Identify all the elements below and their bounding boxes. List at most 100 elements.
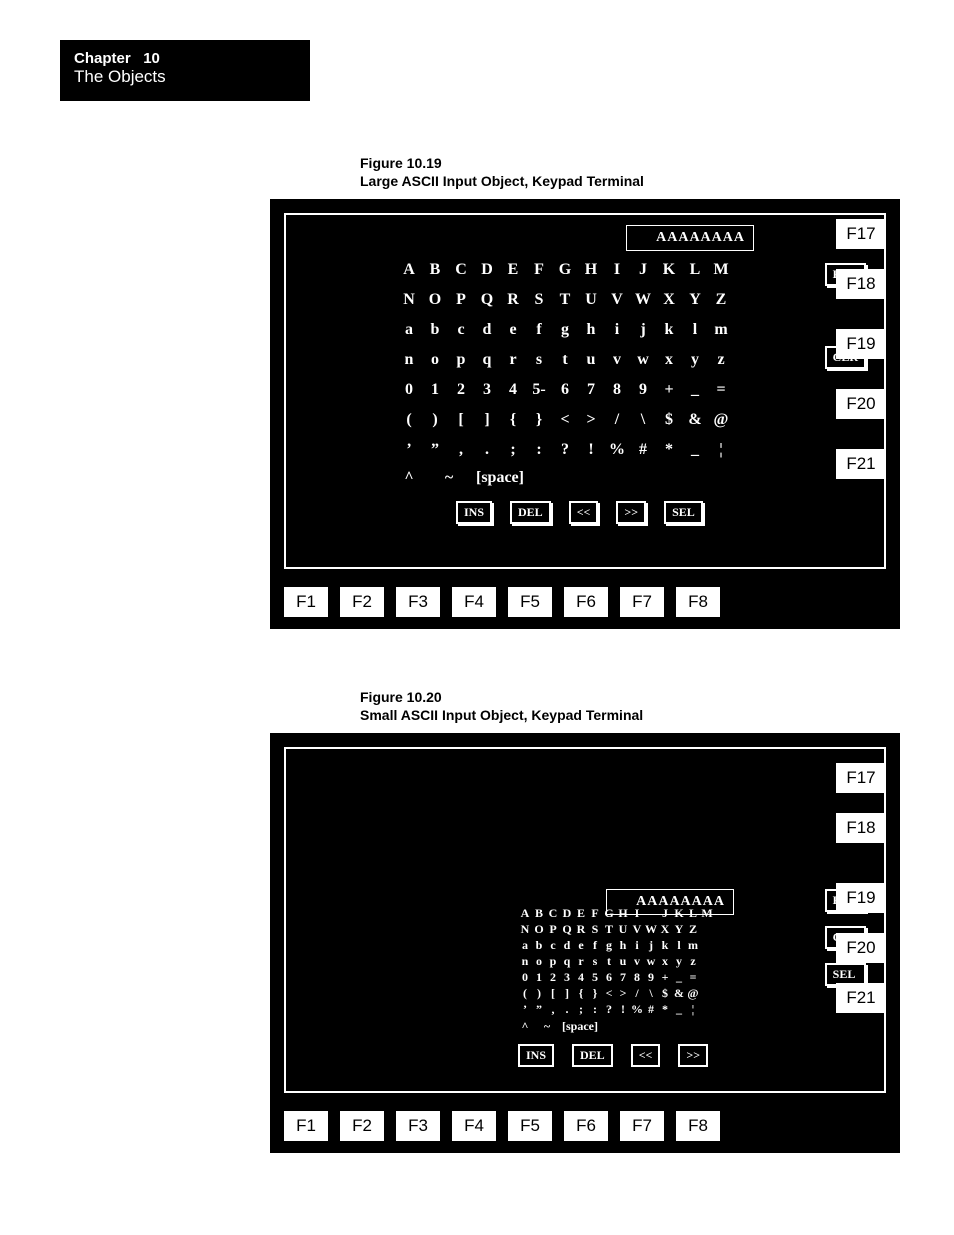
char-key[interactable]: 9: [630, 381, 656, 399]
char-key[interactable]: >: [616, 986, 630, 1001]
char-key[interactable]: e: [500, 321, 526, 339]
char-key[interactable]: J: [630, 261, 656, 279]
char-key[interactable]: /: [604, 411, 630, 429]
char-key[interactable]: :: [588, 1002, 602, 1017]
fkey-f5[interactable]: F5: [508, 1111, 552, 1141]
char-key[interactable]: !: [616, 1002, 630, 1017]
char-key[interactable]: \: [644, 986, 658, 1001]
char-key[interactable]: G: [602, 906, 616, 921]
char-key[interactable]: U: [616, 922, 630, 937]
char-key[interactable]: +: [656, 381, 682, 399]
char-key[interactable]: ”: [532, 1002, 546, 1017]
char-key[interactable]: N: [396, 291, 422, 309]
fkey-f21[interactable]: F21: [836, 983, 886, 1013]
char-key[interactable]: }: [526, 411, 552, 429]
char-key[interactable]: U: [578, 291, 604, 309]
char-key[interactable]: c: [448, 321, 474, 339]
char-key[interactable]: D: [474, 261, 500, 279]
char-key[interactable]: %: [604, 441, 630, 459]
char-key[interactable]: g: [552, 321, 578, 339]
char-key[interactable]: (: [518, 986, 532, 1001]
caret-key-small[interactable]: ^: [518, 1019, 532, 1034]
char-key[interactable]: b: [422, 321, 448, 339]
char-key[interactable]: {: [574, 986, 588, 1001]
char-key[interactable]: i: [604, 321, 630, 339]
char-key[interactable]: .: [474, 441, 500, 459]
char-key[interactable]: ;: [500, 441, 526, 459]
char-key[interactable]: y: [682, 351, 708, 369]
char-key[interactable]: O: [422, 291, 448, 309]
char-key[interactable]: k: [658, 938, 672, 953]
char-key[interactable]: I: [604, 261, 630, 279]
char-key[interactable]: +: [658, 970, 672, 985]
char-key[interactable]: V: [604, 291, 630, 309]
char-key[interactable]: y: [672, 954, 686, 969]
char-key[interactable]: e: [574, 938, 588, 953]
fkey-f7[interactable]: F7: [620, 1111, 664, 1141]
char-key[interactable]: 4: [500, 381, 526, 399]
char-key[interactable]: E: [574, 906, 588, 921]
fkey-f3[interactable]: F3: [396, 587, 440, 617]
fkey-f18[interactable]: F18: [836, 269, 886, 299]
space-key[interactable]: [space]: [476, 469, 524, 487]
char-key[interactable]: V: [630, 922, 644, 937]
char-key[interactable]: 8: [604, 381, 630, 399]
char-key[interactable]: v: [630, 954, 644, 969]
char-key[interactable]: #: [644, 1002, 658, 1017]
char-key[interactable]: o: [422, 351, 448, 369]
char-key[interactable]: 6: [602, 970, 616, 985]
char-key[interactable]: j: [630, 321, 656, 339]
char-key[interactable]: f: [588, 938, 602, 953]
char-key[interactable]: @: [708, 411, 734, 429]
char-key[interactable]: u: [616, 954, 630, 969]
char-key[interactable]: ”: [422, 441, 448, 459]
char-key[interactable]: _: [682, 441, 708, 459]
char-key[interactable]: <: [552, 411, 578, 429]
char-key[interactable]: ,: [546, 1002, 560, 1017]
char-key[interactable]: >: [578, 411, 604, 429]
char-key[interactable]: P: [448, 291, 474, 309]
char-key[interactable]: <: [602, 986, 616, 1001]
char-key[interactable]: [: [546, 986, 560, 1001]
char-key[interactable]: z: [708, 351, 734, 369]
fkey-f2[interactable]: F2: [340, 587, 384, 617]
char-key[interactable]: $: [656, 411, 682, 429]
char-key[interactable]: &: [672, 986, 686, 1001]
char-key[interactable]: ¦: [686, 1002, 700, 1017]
char-key[interactable]: F: [588, 906, 602, 921]
char-key[interactable]: l: [672, 938, 686, 953]
char-key[interactable]: f: [526, 321, 552, 339]
fkey-f7[interactable]: F7: [620, 587, 664, 617]
fkey-f17[interactable]: F17: [836, 219, 886, 249]
next-button-small[interactable]: >>: [678, 1044, 708, 1067]
char-key[interactable]: #: [630, 441, 656, 459]
char-key[interactable]: 0: [396, 381, 422, 399]
char-key[interactable]: m: [708, 321, 734, 339]
char-key[interactable]: (: [396, 411, 422, 429]
tilde-key[interactable]: ~: [436, 469, 462, 487]
char-key[interactable]: ]: [474, 411, 500, 429]
fkey-f21[interactable]: F21: [836, 449, 886, 479]
char-key[interactable]: 8: [630, 970, 644, 985]
tilde-key-small[interactable]: ~: [540, 1019, 554, 1034]
char-key[interactable]: X: [656, 291, 682, 309]
char-key[interactable]: A: [396, 261, 422, 279]
char-key[interactable]: ?: [552, 441, 578, 459]
char-key[interactable]: r: [500, 351, 526, 369]
fkey-f8[interactable]: F8: [676, 587, 720, 617]
space-key-small[interactable]: [space]: [562, 1019, 598, 1034]
char-key[interactable]: C: [448, 261, 474, 279]
char-key[interactable]: {: [500, 411, 526, 429]
char-key[interactable]: 0: [518, 970, 532, 985]
char-key[interactable]: A: [518, 906, 532, 921]
char-key[interactable]: u: [578, 351, 604, 369]
fkey-f20[interactable]: F20: [836, 389, 886, 419]
fkey-f19[interactable]: F19: [836, 883, 886, 913]
char-key[interactable]: B: [532, 906, 546, 921]
char-key[interactable]: k: [656, 321, 682, 339]
char-key[interactable]: 7: [616, 970, 630, 985]
char-key[interactable]: Z: [686, 922, 700, 937]
char-key[interactable]: q: [560, 954, 574, 969]
char-key[interactable]: M: [700, 906, 714, 921]
fkey-f1[interactable]: F1: [284, 1111, 328, 1141]
